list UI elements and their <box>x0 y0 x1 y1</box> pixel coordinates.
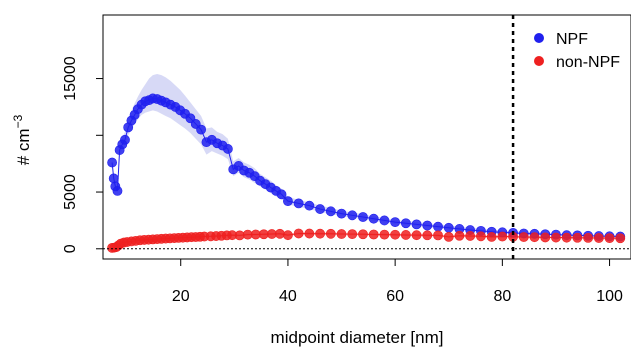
data-point-npf <box>368 213 379 224</box>
series-points <box>107 93 626 253</box>
data-point-npf <box>390 217 401 228</box>
legend-label-non-npf: non-NPF <box>556 54 620 71</box>
data-point-non-npf <box>561 232 572 243</box>
x-tick-label: 20 <box>172 288 190 305</box>
data-point-npf <box>422 220 433 231</box>
data-point-npf <box>283 196 293 207</box>
legend-marker-non-npf <box>534 56 544 66</box>
plot-frame <box>102 14 631 260</box>
data-point-non-npf <box>540 232 551 243</box>
data-point-non-npf <box>476 231 486 242</box>
legend-label-npf: NPF <box>556 31 588 48</box>
data-point-npf <box>358 212 368 222</box>
data-point-non-npf <box>433 230 443 241</box>
data-point-non-npf <box>593 233 604 243</box>
data-point-npf <box>400 218 411 229</box>
data-point-npf <box>276 189 287 200</box>
data-point-npf <box>325 206 336 217</box>
data-point-npf <box>336 208 347 219</box>
legend: NPF non-NPF <box>534 31 620 71</box>
data-point-non-npf <box>347 229 358 240</box>
data-point-non-npf <box>390 229 401 240</box>
data-point-non-npf <box>497 231 508 242</box>
y-axis-label-main: # cm <box>14 128 33 165</box>
data-point-npf <box>108 173 119 184</box>
data-point-non-npf <box>336 229 347 239</box>
x-axis: 20 40 60 80 100 <box>172 259 623 305</box>
data-point-non-npf <box>615 233 626 244</box>
data-point-non-npf <box>274 228 285 239</box>
legend-marker-npf <box>534 33 544 43</box>
data-point-npf <box>433 221 443 232</box>
data-point-non-npf <box>325 228 336 239</box>
y-tick-label: 15000 <box>62 56 79 101</box>
x-axis-label: midpoint diameter [nm] <box>271 328 444 347</box>
data-point-npf <box>379 215 390 226</box>
data-point-npf <box>293 198 304 209</box>
data-point-non-npf <box>529 232 540 243</box>
data-point-non-npf <box>283 230 293 241</box>
data-point-npf <box>443 222 454 233</box>
data-point-non-npf <box>358 229 368 240</box>
x-tick-label: 40 <box>279 288 297 305</box>
data-point-npf <box>347 210 358 221</box>
band-npf <box>112 74 621 238</box>
data-point-npf <box>222 144 233 154</box>
x-tick-label: 80 <box>493 288 511 305</box>
y-axis: 0 5000 15000 <box>62 56 103 253</box>
data-point-npf <box>107 157 118 168</box>
data-point-non-npf <box>583 232 594 243</box>
data-point-non-npf <box>422 230 433 241</box>
data-point-non-npf <box>604 233 615 244</box>
data-point-non-npf <box>400 230 411 240</box>
data-point-non-npf <box>293 228 304 239</box>
data-point-npf <box>196 124 206 135</box>
data-point-non-npf <box>518 232 529 242</box>
data-point-npf <box>120 134 130 145</box>
data-point-non-npf <box>411 230 422 241</box>
y-axis-label: # cm−3 <box>11 114 33 165</box>
y-tick-label: 0 <box>62 244 79 253</box>
data-point-npf <box>315 204 325 214</box>
data-point-npf <box>112 186 123 196</box>
x-tick-label: 60 <box>386 288 404 305</box>
data-point-non-npf <box>368 229 379 240</box>
x-tick-label: 100 <box>596 288 623 305</box>
data-point-non-npf <box>465 231 476 241</box>
data-point-non-npf <box>304 228 315 239</box>
data-point-non-npf <box>443 231 454 242</box>
data-point-non-npf <box>379 229 390 240</box>
data-point-non-npf <box>551 232 561 243</box>
data-point-non-npf <box>572 232 583 243</box>
data-point-non-npf <box>454 230 465 241</box>
data-point-non-npf <box>486 231 497 242</box>
y-tick-label: 5000 <box>62 174 79 210</box>
data-point-npf <box>304 200 315 211</box>
data-point-npf <box>411 219 422 230</box>
y-axis-label-superscript: −3 <box>11 114 25 128</box>
data-point-non-npf <box>315 228 325 239</box>
confidence-bands <box>112 74 621 249</box>
